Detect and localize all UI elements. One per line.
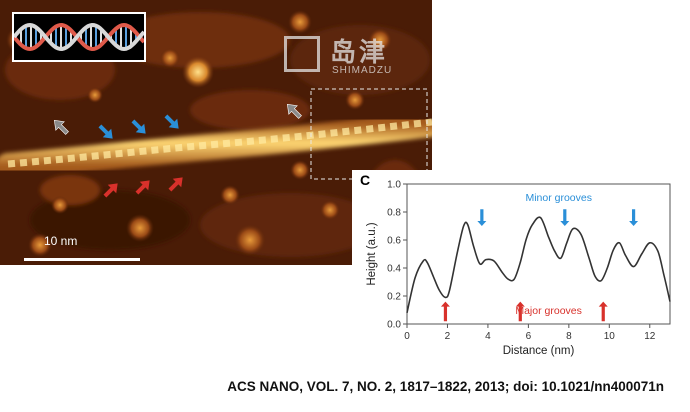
major-groove-arrow-icon (440, 301, 450, 322)
x-tick-label: 2 (445, 331, 451, 342)
helix-backbone (12, 22, 146, 52)
panel-letter: C (360, 172, 371, 188)
red-arrow-icon (168, 177, 183, 192)
afm-surface-blob (160, 48, 180, 68)
y-tick-label: 0.2 (387, 292, 401, 303)
minor-grooves-label: Minor grooves (525, 192, 592, 204)
minor-groove-arrow-icon (629, 209, 639, 226)
logo-brand-en: SHIMADZU (332, 65, 393, 76)
gray-arrow-icon (286, 103, 302, 119)
y-tick-label: 0.4 (387, 264, 401, 275)
x-tick-label: 8 (566, 331, 572, 342)
afm-surface-blob (87, 87, 103, 103)
height-profile-line (406, 216, 671, 313)
height-profile-panel: 0 2 4 6 8 10 12 0.0 0.2 0.4 0.6 0.8 1.0 Distance (nm)… (352, 170, 690, 366)
shimadzu-watermark: 岛津 SHIMADZU (280, 30, 392, 80)
afm-surface-blob (288, 10, 312, 34)
y-axis-label: Height (a.u.) (366, 222, 378, 285)
scale-bar-label: 10 nm (44, 234, 78, 248)
afm-surface-blob (51, 196, 69, 214)
zoom-region-box (310, 88, 428, 180)
y-tick-label: 1.0 (387, 180, 401, 191)
afm-surface-blob (220, 185, 240, 205)
red-arrow-icon (103, 183, 118, 198)
afm-surface-blobs (6, 10, 422, 262)
afm-surface-blob (368, 28, 392, 52)
x-tick-label: 10 (604, 331, 616, 342)
major-groove-arrow-icon (515, 301, 525, 322)
afm-surface-blob (320, 200, 340, 220)
afm-surface-blob (182, 56, 214, 88)
x-tick-label: 4 (485, 331, 491, 342)
height-profile-chart: 0 2 4 6 8 10 12 0.0 0.2 0.4 0.6 0.8 1.0 Distance (nm)… (366, 180, 671, 357)
afm-surface-blob (290, 160, 310, 180)
x-axis-label: Distance (nm) (503, 345, 575, 357)
afm-surface-blob (345, 90, 365, 110)
dna-strand-highlight (7, 118, 432, 168)
shimadzu-logo-icon (284, 36, 320, 72)
minor-groove-arrow-icon (560, 209, 570, 226)
y-tick-label: 0.8 (387, 208, 401, 219)
scale-bar (24, 258, 140, 261)
blue-arrow-icon (164, 114, 179, 129)
major-grooves-label: Major grooves (515, 305, 582, 317)
major-groove-arrow-icon (598, 301, 608, 322)
blue-arrow-icon (131, 119, 146, 134)
gray-arrow-icon (53, 119, 69, 135)
logo-brand-cn: 岛津 (330, 37, 389, 67)
afm-image (0, 0, 432, 265)
red-arrow-icon (135, 180, 150, 195)
citation: ACS NANO, VOL. 7, NO. 2, 1817–1822, 2013… (227, 379, 664, 394)
dna-model-inset (12, 12, 146, 62)
x-tick-label: 12 (644, 331, 656, 342)
afm-surface-blob (28, 233, 52, 257)
y-tick-label: 0.0 (387, 320, 401, 331)
x-tick-label: 0 (404, 331, 410, 342)
dna-helix-icon (12, 22, 146, 52)
afm-background-texture (5, 12, 430, 257)
x-tick-label: 6 (526, 331, 532, 342)
y-tick-label: 0.6 (387, 236, 401, 247)
afm-surface-blob (234, 224, 266, 256)
blue-arrow-icon (98, 124, 113, 139)
plot-frame (406, 183, 671, 325)
minor-groove-arrow-icon (477, 209, 487, 226)
afm-surface-blob (126, 214, 154, 242)
helix-backbone (12, 22, 146, 52)
